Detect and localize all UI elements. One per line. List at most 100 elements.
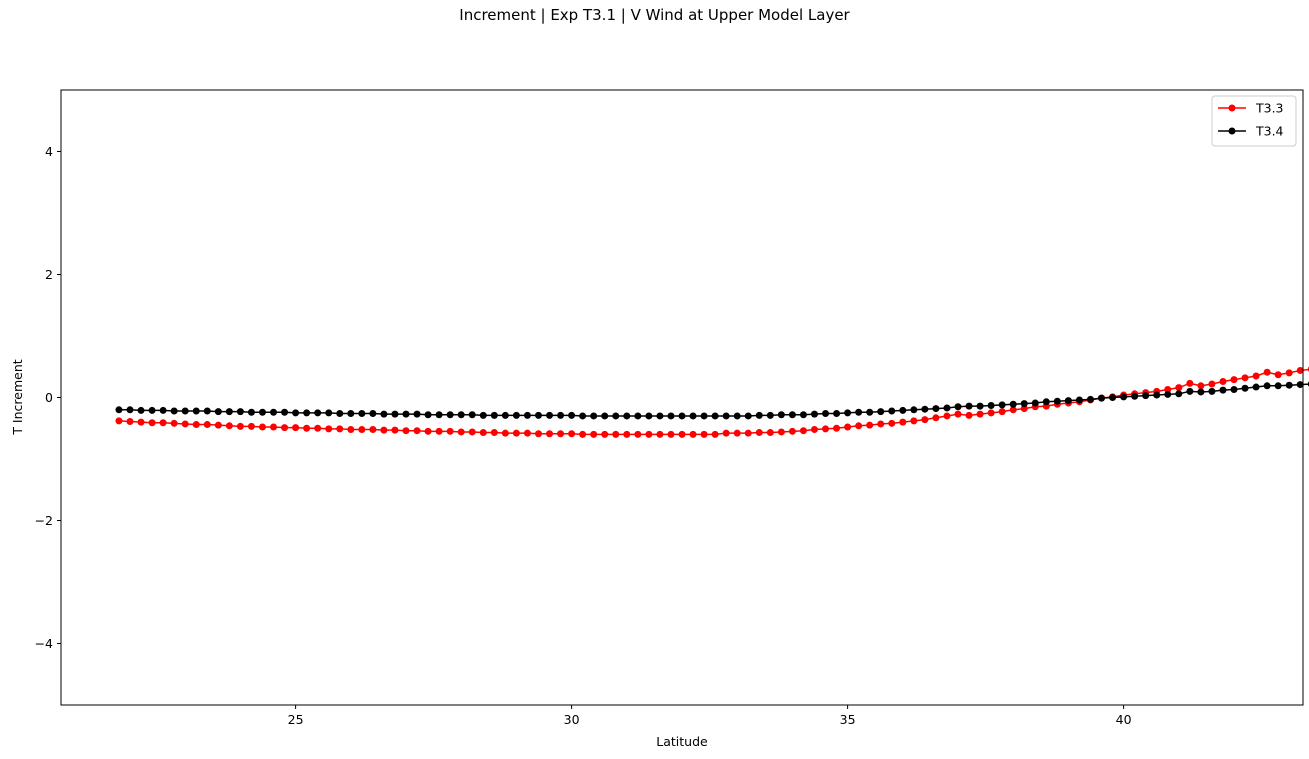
- series-t3-4-point: [965, 402, 973, 410]
- series-t3-3-point: [667, 430, 675, 438]
- series-t3-3-point: [777, 428, 785, 436]
- series-t3-3-point: [645, 430, 653, 438]
- series-t3-3-point: [1263, 368, 1271, 376]
- series-t3-4-point: [490, 411, 498, 419]
- series-t3-4-point: [1274, 382, 1282, 390]
- series-t3-4-point: [1208, 387, 1216, 395]
- series-t3-3-point: [987, 409, 995, 417]
- x-tick-label: 25: [288, 712, 304, 727]
- series-t3-4-point: [777, 411, 785, 419]
- series-t3-3-point: [744, 429, 752, 437]
- series-t3-4-point: [358, 409, 366, 417]
- series-t3-3-point: [910, 417, 918, 425]
- series-t3-4-point: [181, 407, 189, 415]
- series-t3-4-point: [126, 406, 134, 414]
- series-t3-4-point: [667, 412, 675, 420]
- series-t3-3-point: [247, 422, 255, 430]
- series-t3-3-point: [1175, 384, 1183, 392]
- series-t3-3-point: [998, 408, 1006, 416]
- series-t3-3-point: [855, 422, 863, 430]
- series-t3-4-point: [744, 412, 752, 420]
- series-t3-3-point: [700, 430, 708, 438]
- series-t3-3-point: [523, 429, 531, 437]
- series-t3-3-point: [976, 410, 984, 418]
- series-t3-4-point: [258, 408, 266, 416]
- series-t3-3-point: [281, 424, 289, 432]
- series-t3-4-point: [1042, 398, 1050, 406]
- series-t3-3-point: [833, 424, 841, 432]
- series-t3-4-point: [1230, 386, 1238, 393]
- series-t3-3-point: [1164, 386, 1172, 393]
- series-t3-4-point: [557, 411, 565, 419]
- series-t3-4: [115, 381, 1309, 420]
- series-t3-4-point: [413, 410, 421, 418]
- series-t3-4-point: [1285, 381, 1293, 389]
- series-t3-3-point: [1208, 380, 1216, 388]
- series-t3-4-point: [446, 411, 454, 419]
- series-t3-4-point: [623, 412, 631, 420]
- series-t3-3-point: [943, 412, 951, 420]
- legend-marker: [1228, 127, 1236, 135]
- series-t3-4-point: [822, 409, 830, 417]
- series-t3-3-point: [501, 429, 509, 437]
- series-t3-3-point: [424, 427, 432, 435]
- series-t3-4-point: [391, 410, 399, 418]
- series-t3-4-point: [601, 412, 609, 420]
- series-t3-3-point: [170, 419, 178, 427]
- series-t3-4-point: [755, 411, 763, 419]
- series-t3-4-point: [546, 411, 554, 419]
- series-t3-3-point: [1219, 378, 1227, 386]
- series-t3-3-point: [446, 427, 454, 435]
- series-t3-4-point: [568, 411, 576, 419]
- y-axis: −4 −2 0 2 4: [35, 144, 61, 651]
- series-t3-3-point: [1009, 406, 1017, 414]
- series-t3-4-point: [844, 409, 852, 417]
- series-t3-3-point: [391, 426, 399, 434]
- series-t3-3-point: [877, 420, 885, 428]
- series-t3-3-point: [413, 427, 421, 435]
- series-t3-4-point: [910, 406, 918, 414]
- series-t3-4-point: [424, 411, 432, 419]
- series-t3-3-point: [270, 423, 278, 431]
- series-t3-3-point: [435, 427, 443, 435]
- x-tick-label: 30: [564, 712, 580, 727]
- series-t3-4-point: [457, 411, 465, 419]
- series-t3-4-point: [722, 412, 730, 420]
- series-t3-3-point: [788, 427, 796, 435]
- series-t3-3-point: [468, 428, 476, 436]
- series-t3-4-point: [214, 408, 222, 416]
- series-t3-4-point: [1120, 393, 1128, 401]
- series-t3-4-point: [314, 409, 322, 417]
- series-t3-4-point: [799, 411, 807, 419]
- series-t3-4-point: [788, 411, 796, 419]
- series-t3-4-point: [534, 411, 542, 419]
- series-t3-3-point: [722, 429, 730, 437]
- y-tick-label: −4: [35, 636, 53, 651]
- series-t3-3-point: [612, 430, 620, 438]
- series-t3-4-point: [579, 412, 587, 420]
- series-t3-4-point: [1263, 382, 1271, 390]
- series-t3-3-point: [347, 425, 355, 433]
- series-t3-4-point: [225, 408, 233, 416]
- legend-label: T3.3: [1255, 101, 1284, 116]
- y-tick-label: 4: [45, 144, 53, 159]
- series-t3-3-point: [711, 430, 719, 438]
- series-t3-4-point: [435, 411, 443, 419]
- y-tick-label: 0: [45, 390, 53, 405]
- series-t3-4-point: [1252, 383, 1260, 391]
- series-t3-3-point: [799, 427, 807, 435]
- series-t3-3-point: [844, 423, 852, 431]
- series-t3-4-point: [270, 408, 278, 416]
- series-t3-4-point: [590, 412, 598, 420]
- series-t3-3-point: [1241, 374, 1249, 382]
- legend-marker: [1228, 104, 1236, 112]
- series-t3-4-point: [1031, 399, 1039, 407]
- y-tick-label: −2: [35, 513, 53, 528]
- series-t3-3-point: [148, 419, 156, 427]
- series-t3-3-point: [402, 427, 410, 435]
- series-t3-4-point: [943, 404, 951, 412]
- series-t3-4-point: [954, 403, 962, 411]
- series-t3-3-point: [1186, 379, 1194, 387]
- series-t3-4-point: [1296, 381, 1304, 389]
